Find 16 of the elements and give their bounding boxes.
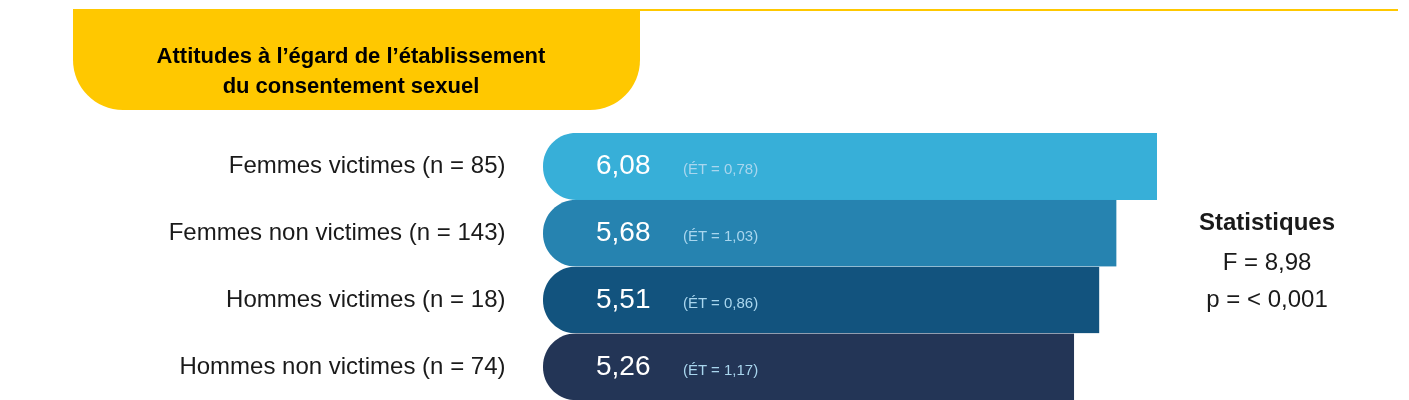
data-label: 6,08 xyxy=(596,149,651,181)
annotation: (ÉT = 0,78) xyxy=(683,160,759,178)
text: Attitudes à l’égard de l’établissement du consentement sexuel xyxy=(156,43,547,98)
text: Statistiques xyxy=(1198,208,1336,235)
y-tick-label: Femmes non victimes (n = 143) xyxy=(168,218,506,246)
text: p = < 0,001 xyxy=(1206,285,1328,312)
annotation: (ÉT = 1,17) xyxy=(683,360,759,378)
y-tick-label: Hommes non victimes (n = 74) xyxy=(179,351,506,379)
text: F = 8,98 xyxy=(1222,248,1312,275)
data-label: 5,26 xyxy=(596,349,651,381)
data-label: 5,51 xyxy=(596,282,651,314)
annotation: (ÉT = 0,86) xyxy=(683,293,759,311)
data-label: 5,68 xyxy=(596,216,651,248)
y-tick-label: Hommes victimes (n = 18) xyxy=(226,284,506,312)
y-tick-label: Femmes victimes (n = 85) xyxy=(228,151,506,179)
annotation: (ÉT = 1,03) xyxy=(683,227,759,245)
